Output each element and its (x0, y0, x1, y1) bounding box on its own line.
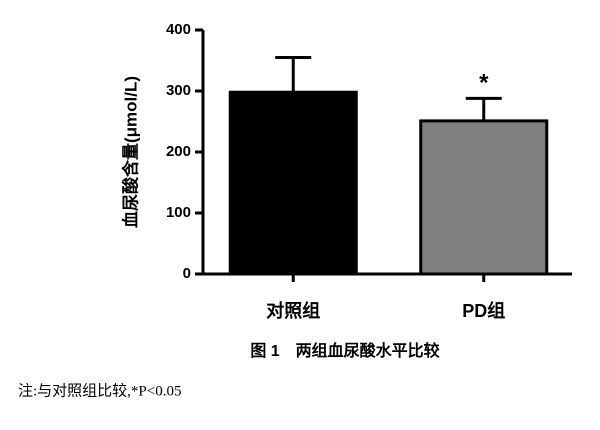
bar (419, 119, 549, 276)
note: 注:与对照组比较,*P<0.05 (18, 381, 181, 399)
y-tick-label: 300 (166, 82, 191, 99)
x-tick-label: 对照组 (266, 300, 320, 321)
caption: 图 1 两组血尿酸水平比较 (250, 341, 439, 360)
y-tick-label: 0 (183, 265, 191, 282)
y-axis-label: 血尿酸含量(μmol/L) (120, 76, 140, 228)
y-tick-label: 200 (166, 143, 191, 160)
y-tick-label: 400 (166, 21, 191, 38)
x-tick-label: PD组 (462, 300, 505, 321)
y-tick-label: 100 (166, 204, 191, 221)
bar (228, 90, 358, 276)
annotation: * (479, 70, 489, 97)
